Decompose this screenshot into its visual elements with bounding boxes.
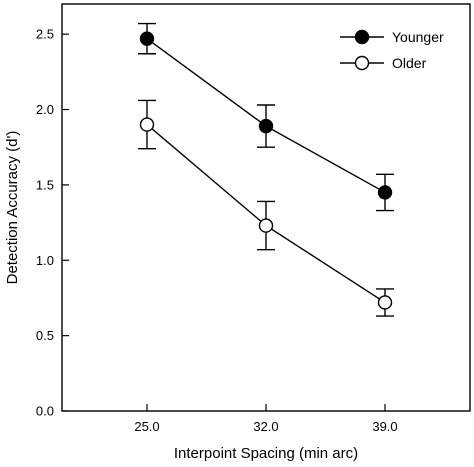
legend-marker: [354, 55, 370, 71]
data-point-older: [258, 218, 274, 233]
y-tick-label: 2.0: [36, 102, 54, 117]
y-tick-label: 1.0: [36, 253, 54, 268]
y-tick-label: 0.0: [36, 404, 54, 419]
y-tick-label: 1.5: [36, 177, 54, 192]
x-axis-title: Interpoint Spacing (min arc): [174, 445, 358, 462]
x-tick-label: 39.0: [372, 419, 397, 434]
x-tick-label: 25.0: [134, 419, 159, 434]
x-axis-ticks: 25.0 32.0 39.0: [134, 404, 398, 434]
legend: Younger Older: [340, 29, 444, 71]
y-axis-title: Detection Accuracy (d'): [4, 131, 21, 285]
legend-item-older: Older: [340, 55, 427, 71]
data-point-younger: [139, 31, 155, 46]
data-point-older: [139, 117, 155, 132]
chart-marks: [138, 22, 394, 317]
legend-label: Younger: [392, 29, 444, 45]
data-point-older: [377, 295, 393, 310]
legend-item-younger: Younger: [340, 29, 444, 45]
y-tick-label: 2.5: [36, 27, 54, 42]
data-point-younger: [258, 118, 274, 134]
legend-label: Older: [392, 55, 427, 71]
y-axis-ticks: 0.0 0.5 1.0 1.5 2.0 2.5: [36, 27, 69, 419]
data-point-younger: [377, 185, 393, 200]
x-tick-label: 32.0: [253, 419, 278, 434]
y-tick-label: 0.5: [36, 328, 54, 343]
legend-marker: [354, 29, 370, 45]
